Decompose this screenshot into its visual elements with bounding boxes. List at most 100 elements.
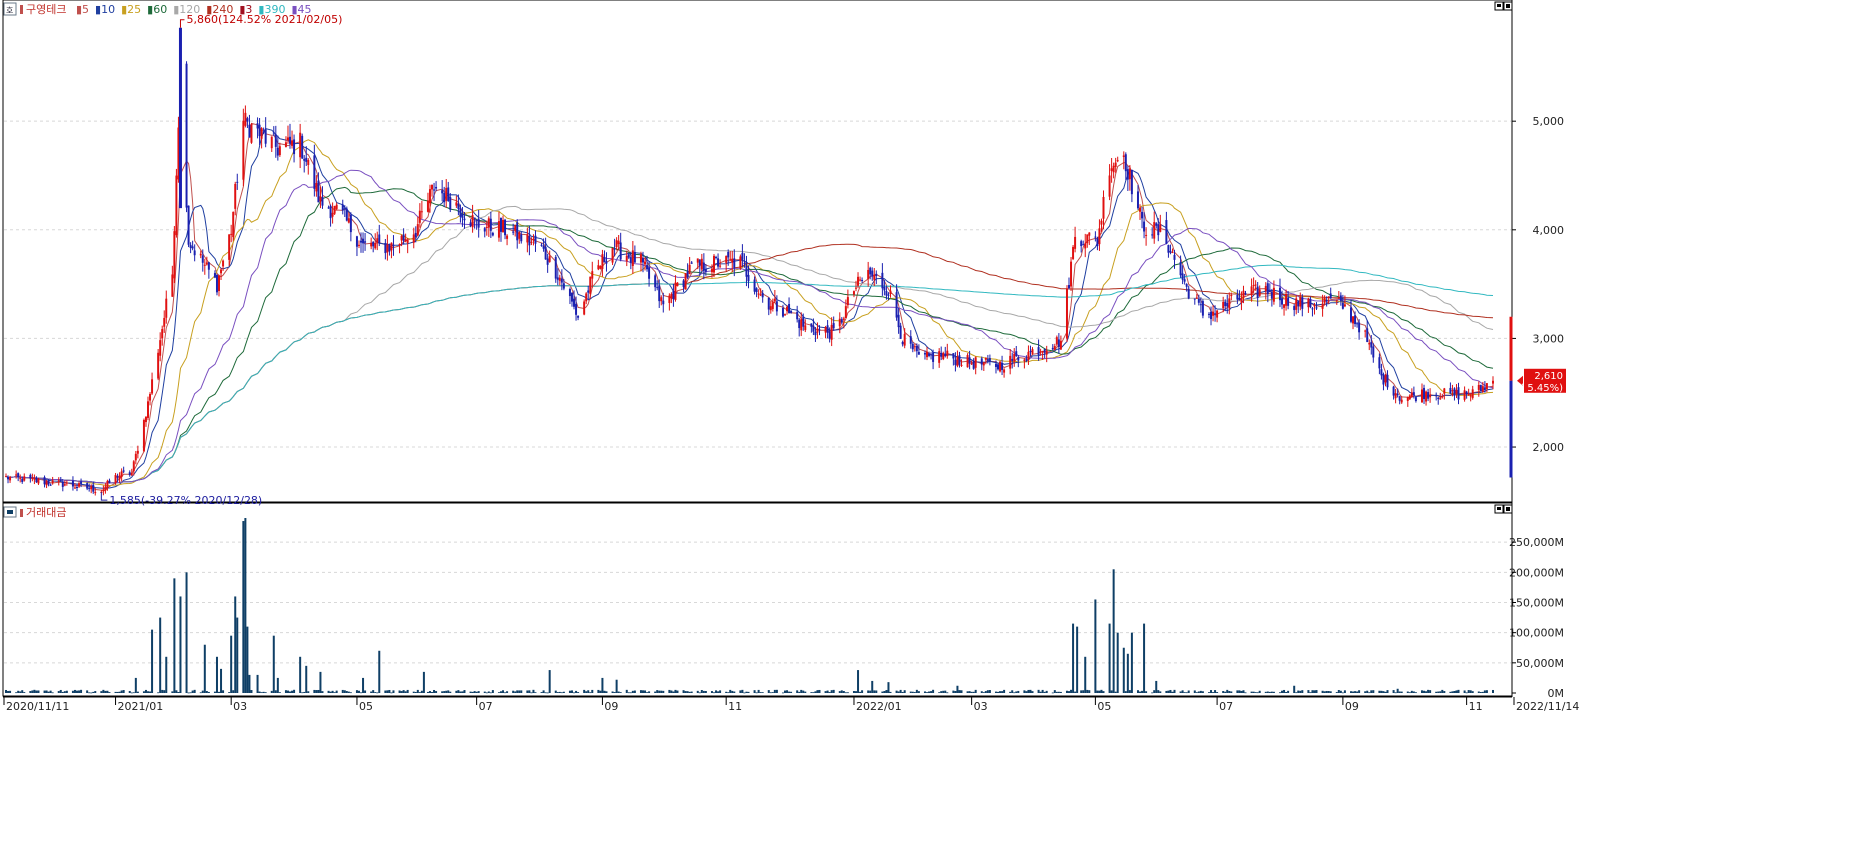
volume-bar[interactable]: [347, 691, 350, 693]
volume-bar[interactable]: [447, 690, 450, 693]
candle[interactable]: [388, 243, 391, 256]
volume-bar[interactable]: [986, 690, 989, 693]
candle[interactable]: [1315, 302, 1318, 310]
candle[interactable]: [1045, 345, 1048, 363]
volume-bar[interactable]: [810, 692, 813, 693]
candle[interactable]: [1449, 382, 1452, 394]
candle[interactable]: [1179, 255, 1182, 278]
volume-bar[interactable]: [149, 691, 152, 693]
volume-bar[interactable]: [1096, 690, 1099, 693]
volume-bar[interactable]: [120, 690, 123, 693]
candle[interactable]: [633, 245, 636, 263]
volume-bar[interactable]: [757, 689, 760, 693]
volume-bar[interactable]: [1455, 690, 1458, 693]
candle[interactable]: [57, 477, 60, 486]
candle[interactable]: [286, 125, 289, 144]
volume-bar[interactable]: [258, 691, 261, 693]
volume-bar[interactable]: [867, 690, 870, 693]
volume-bar[interactable]: [589, 692, 592, 694]
volume-bar[interactable]: [1098, 690, 1101, 693]
candle[interactable]: [461, 207, 464, 227]
candle[interactable]: [1037, 339, 1040, 361]
volume-bar[interactable]: [17, 690, 20, 693]
volume-bar[interactable]: [360, 692, 363, 694]
volume-bar[interactable]: [317, 689, 320, 693]
volume-bar[interactable]: [954, 691, 957, 693]
candle[interactable]: [1378, 353, 1381, 375]
volume-bar[interactable]: [43, 690, 46, 693]
candle[interactable]: [276, 135, 279, 161]
candle[interactable]: [1153, 211, 1156, 244]
volume-bar[interactable]: [788, 691, 791, 693]
volume-bar[interactable]: [333, 692, 336, 694]
candle[interactable]: [307, 158, 310, 175]
volume-bar[interactable]: [631, 690, 634, 693]
candle[interactable]: [796, 305, 799, 323]
volume-bar[interactable]: [418, 692, 421, 693]
volume-bar[interactable]: [45, 690, 48, 693]
volume-bar[interactable]: [980, 691, 983, 693]
volume-bar[interactable]: [5, 689, 7, 693]
volume-bar[interactable]: [461, 691, 464, 693]
candle[interactable]: [161, 325, 164, 346]
volume-bar[interactable]: [218, 691, 221, 693]
candle[interactable]: [313, 144, 316, 197]
volume-bar[interactable]: [386, 690, 389, 693]
candle[interactable]: [844, 299, 847, 319]
volume-bar[interactable]: [92, 691, 95, 693]
candle[interactable]: [1242, 285, 1245, 304]
volume-bar[interactable]: [416, 689, 419, 693]
candle[interactable]: [443, 186, 446, 207]
candle[interactable]: [471, 204, 474, 233]
candle[interactable]: [1240, 291, 1243, 311]
volume-bar[interactable]: [414, 691, 417, 693]
candle[interactable]: [264, 117, 267, 148]
candle[interactable]: [1130, 169, 1133, 203]
volume-bar[interactable]: [278, 692, 281, 694]
candle[interactable]: [270, 136, 273, 152]
candle[interactable]: [177, 116, 180, 183]
volume-bar[interactable]: [739, 690, 742, 693]
candle[interactable]: [329, 204, 332, 227]
candle[interactable]: [1250, 278, 1253, 302]
candle[interactable]: [1055, 335, 1058, 347]
volume-bar[interactable]: [329, 691, 332, 693]
candle[interactable]: [43, 475, 46, 488]
candle[interactable]: [1285, 289, 1288, 311]
volume-bar[interactable]: [1011, 690, 1014, 693]
candle[interactable]: [512, 223, 515, 236]
volume-bar[interactable]: [1112, 569, 1115, 693]
volume-bar[interactable]: [830, 690, 833, 693]
volume-bar[interactable]: [1084, 656, 1087, 693]
volume-bar[interactable]: [641, 690, 644, 693]
candle[interactable]: [49, 483, 52, 486]
volume-bar[interactable]: [102, 689, 105, 693]
volume-bar[interactable]: [700, 690, 703, 693]
candle[interactable]: [520, 231, 523, 244]
candle[interactable]: [530, 237, 533, 246]
candle[interactable]: [1230, 292, 1233, 301]
volume-bar[interactable]: [715, 690, 718, 693]
candle[interactable]: [729, 250, 732, 261]
volume-bar[interactable]: [682, 690, 685, 693]
candle[interactable]: [1258, 285, 1261, 297]
candle[interactable]: [88, 483, 91, 492]
candle[interactable]: [284, 136, 287, 148]
candle[interactable]: [1384, 373, 1387, 387]
volume-bar[interactable]: [773, 689, 776, 693]
volume-bar[interactable]: [686, 691, 689, 693]
candle[interactable]: [205, 256, 208, 266]
volume-bar[interactable]: [248, 674, 251, 693]
candle[interactable]: [108, 478, 111, 484]
volume-bar[interactable]: [455, 690, 458, 693]
candle[interactable]: [1457, 382, 1460, 405]
volume-bar[interactable]: [1354, 691, 1357, 693]
candle[interactable]: [483, 226, 486, 238]
volume-bar[interactable]: [244, 518, 247, 693]
candle[interactable]: [913, 344, 916, 352]
candle[interactable]: [455, 195, 458, 208]
candle[interactable]: [15, 470, 18, 479]
volume-bar[interactable]: [842, 691, 845, 693]
